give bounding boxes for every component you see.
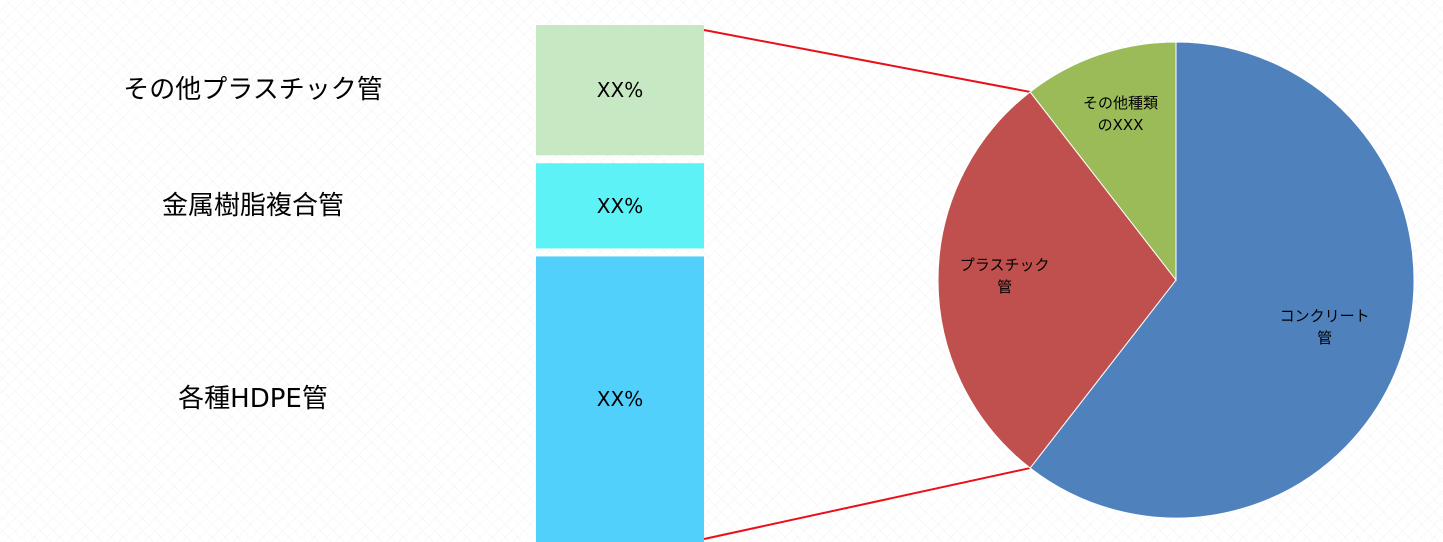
- category-label: 各種HDPE管: [178, 384, 328, 414]
- pie-slice-label: その他種類のXXX: [1083, 94, 1158, 134]
- connector-line-bottom: [703, 467, 1031, 540]
- pie-slice: [1029, 41, 1415, 519]
- connector-line-top: [703, 29, 1031, 93]
- pie-slice: [937, 91, 1177, 469]
- category-label: その他プラスチック管: [123, 75, 382, 105]
- bar-value-label: XX%: [597, 194, 643, 218]
- connector-lines: [703, 29, 1031, 540]
- stacked-bar: XX% その他プラスチック管 XX% 金属樹脂複合管 XX% 各種HDPE管: [123, 25, 704, 542]
- bar-segment: [536, 163, 704, 249]
- bar-segment: [536, 256, 704, 542]
- bar-segment: [536, 25, 704, 156]
- bar-value-label: XX%: [597, 387, 643, 411]
- pie-slice: [1029, 41, 1177, 282]
- pie-chart: コンクリート管 プラスチック管 その他種類のXXX: [937, 41, 1415, 519]
- category-label: 金属樹脂複合管: [162, 191, 344, 221]
- pie-slice-label: コンクリート管: [1280, 307, 1370, 347]
- bar-value-label: XX%: [597, 78, 643, 102]
- pie-slice-label: プラスチック管: [960, 256, 1050, 296]
